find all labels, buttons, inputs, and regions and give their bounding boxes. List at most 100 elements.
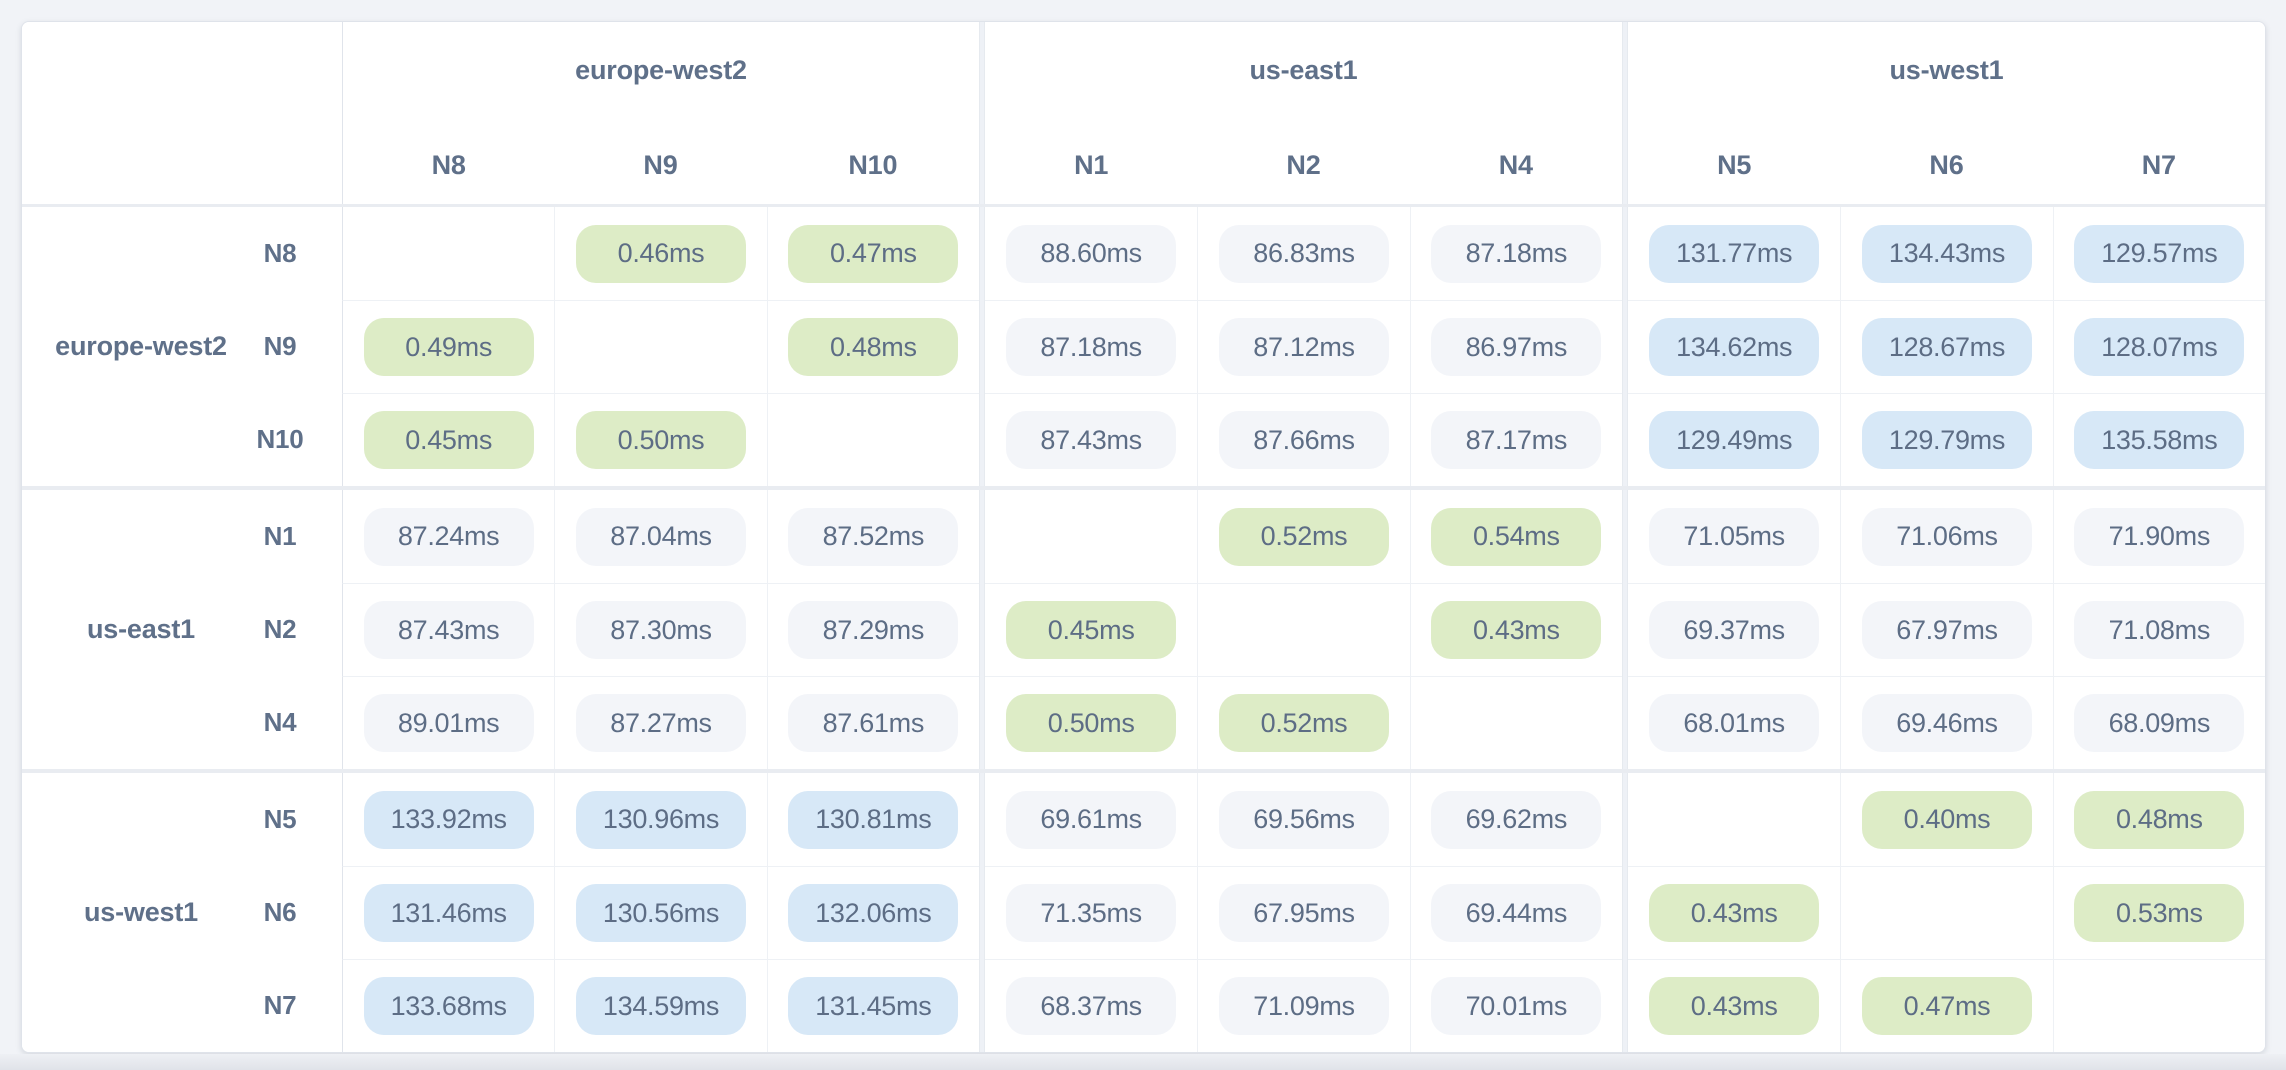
latency-pill: 0.54ms bbox=[1431, 507, 1602, 566]
latency-pill: 87.18ms bbox=[1431, 224, 1602, 283]
latency-pill: 87.17ms bbox=[1431, 411, 1602, 469]
latency-cell: 69.44ms bbox=[1409, 866, 1622, 959]
latency-cell: 131.77ms bbox=[1628, 207, 1840, 300]
latency-cell: 130.81ms bbox=[766, 773, 979, 866]
latency-cell: 71.06ms bbox=[1840, 490, 2052, 583]
latency-cell: 0.54ms bbox=[1409, 490, 1622, 583]
latency-cell: 0.49ms bbox=[342, 300, 555, 393]
latency-pill: 128.07ms bbox=[2074, 318, 2245, 376]
latency-cell: 68.09ms bbox=[2052, 676, 2265, 769]
latency-pill: 87.30ms bbox=[575, 601, 746, 659]
latency-cell: 87.43ms bbox=[342, 583, 555, 676]
latency-cell: 71.09ms bbox=[1197, 959, 1410, 1052]
latency-cell: 0.45ms bbox=[342, 393, 555, 486]
diagonal-empty-cell bbox=[342, 207, 554, 300]
diagonal-empty-cell bbox=[1628, 773, 1840, 866]
column-node-header: N2 bbox=[1286, 149, 1321, 180]
latency-matrix-grid: europe-west2 N8 N9 N10 us-east1 N1 N2 N4 us-west… bbox=[22, 22, 2265, 1052]
latency-pill: 134.62ms bbox=[1649, 318, 1820, 376]
latency-cell: 135.58ms bbox=[2052, 393, 2265, 486]
latency-cell: 87.52ms bbox=[766, 490, 979, 583]
latency-pill: 0.52ms bbox=[1218, 507, 1389, 566]
group-separator-vertical bbox=[1621, 22, 1628, 1052]
diagonal-empty-cell bbox=[554, 300, 767, 393]
row-node-label: N2 bbox=[263, 614, 297, 644]
latency-cell: 87.43ms bbox=[984, 393, 1198, 486]
latency-cell: 0.53ms bbox=[2052, 866, 2265, 959]
row-region-label: us-east1 bbox=[87, 614, 195, 644]
latency-cell: 71.90ms bbox=[2052, 490, 2265, 583]
latency-pill: 130.56ms bbox=[575, 884, 746, 942]
latency-pill: 67.95ms bbox=[1218, 884, 1389, 942]
diagonal-empty-cell bbox=[766, 393, 979, 486]
row-region-label: us-west1 bbox=[84, 897, 198, 927]
group-separator-horizontal bbox=[22, 769, 2265, 773]
latency-cell: 0.50ms bbox=[554, 393, 767, 486]
latency-pill: 0.52ms bbox=[1218, 694, 1389, 752]
latency-cell: 87.18ms bbox=[1409, 207, 1622, 300]
latency-cell: 69.46ms bbox=[1840, 676, 2053, 769]
latency-cell: 132.06ms bbox=[766, 866, 979, 959]
latency-cell: 71.08ms bbox=[2052, 583, 2265, 676]
latency-cell: 69.61ms bbox=[985, 773, 1197, 866]
row-node-label: N7 bbox=[263, 990, 297, 1020]
latency-pill: 129.49ms bbox=[1649, 411, 1820, 469]
row-region-label: europe-west2 bbox=[55, 331, 227, 361]
header-separator bbox=[22, 204, 2265, 207]
page-bottom-edge bbox=[0, 1054, 2286, 1070]
latency-cell: 68.01ms bbox=[1627, 676, 1841, 769]
diagonal-empty-cell bbox=[985, 490, 1197, 583]
column-node-header: N7 bbox=[2141, 149, 2176, 180]
latency-cell: 67.97ms bbox=[1840, 583, 2053, 676]
latency-pill: 0.48ms bbox=[788, 318, 959, 376]
latency-pill: 87.29ms bbox=[788, 601, 959, 659]
latency-pill: 71.09ms bbox=[1218, 977, 1389, 1035]
group-separator-vertical bbox=[978, 22, 985, 1052]
latency-cell: 131.46ms bbox=[342, 866, 555, 959]
latency-pill: 69.61ms bbox=[1006, 790, 1177, 849]
latency-pill: 128.67ms bbox=[1861, 318, 2032, 376]
row-node-label: N4 bbox=[263, 707, 297, 737]
column-node-header: N8 bbox=[342, 126, 554, 204]
latency-pill: 0.40ms bbox=[1861, 790, 2032, 849]
latency-cell: 67.95ms bbox=[1197, 866, 1410, 959]
latency-pill: 69.62ms bbox=[1431, 790, 1602, 849]
latency-cell: 134.62ms bbox=[1627, 300, 1841, 393]
latency-pill: 87.04ms bbox=[575, 507, 746, 566]
latency-pill: 71.35ms bbox=[1006, 884, 1177, 942]
latency-cell: 87.12ms bbox=[1197, 300, 1410, 393]
latency-pill: 87.66ms bbox=[1218, 411, 1389, 469]
latency-pill: 69.37ms bbox=[1649, 601, 1820, 659]
latency-pill: 68.37ms bbox=[1006, 977, 1177, 1035]
latency-cell: 128.67ms bbox=[1840, 300, 2053, 393]
latency-pill: 0.43ms bbox=[1431, 601, 1602, 659]
latency-pill: 71.06ms bbox=[1861, 507, 2032, 566]
latency-pill: 0.45ms bbox=[363, 411, 534, 469]
latency-cell: 133.68ms bbox=[342, 959, 555, 1052]
latency-cell: 70.01ms bbox=[1409, 959, 1622, 1052]
latency-pill: 68.01ms bbox=[1649, 694, 1820, 752]
column-node-header: N5 bbox=[1717, 149, 1752, 180]
latency-cell: 87.61ms bbox=[766, 676, 979, 769]
latency-pill: 131.77ms bbox=[1649, 224, 1820, 283]
latency-cell: 86.97ms bbox=[1409, 300, 1622, 393]
latency-pill: 0.47ms bbox=[1861, 977, 2032, 1035]
latency-pill: 134.59ms bbox=[575, 977, 746, 1035]
latency-pill: 71.90ms bbox=[2074, 507, 2245, 566]
latency-pill: 133.92ms bbox=[363, 790, 534, 849]
latency-cell: 0.40ms bbox=[1840, 773, 2052, 866]
row-node-label: N5 bbox=[263, 804, 297, 834]
latency-pill: 0.49ms bbox=[363, 318, 534, 376]
latency-cell: 87.17ms bbox=[1409, 393, 1622, 486]
latency-cell: 131.45ms bbox=[766, 959, 979, 1052]
latency-pill: 67.97ms bbox=[1861, 601, 2032, 659]
row-node-label: N10 bbox=[256, 424, 304, 454]
latency-pill: 70.01ms bbox=[1431, 977, 1602, 1035]
column-node-header: N6 bbox=[1929, 149, 1964, 180]
latency-pill: 68.09ms bbox=[2074, 694, 2245, 752]
latency-pill: 69.46ms bbox=[1861, 694, 2032, 752]
latency-pill: 0.48ms bbox=[2074, 790, 2245, 849]
latency-cell: 87.24ms bbox=[342, 490, 554, 583]
latency-cell: 0.47ms bbox=[1840, 959, 2053, 1052]
